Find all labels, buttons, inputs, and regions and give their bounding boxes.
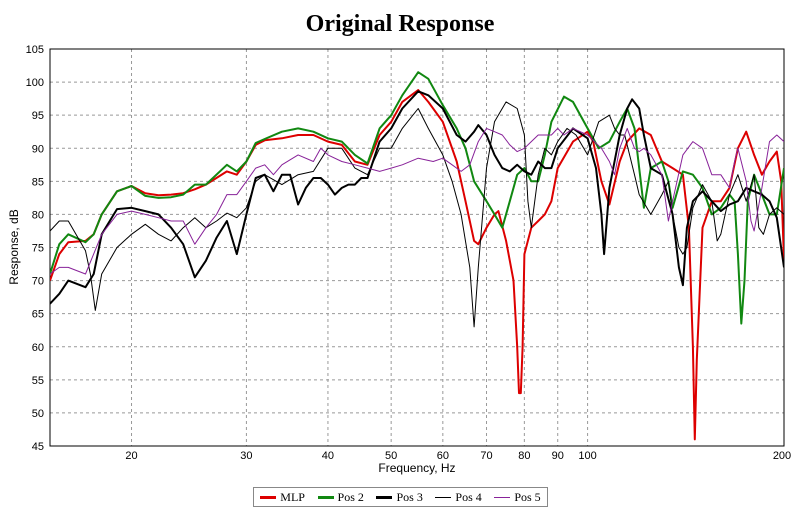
legend-swatch xyxy=(260,495,277,499)
legend-label: Pos 5 xyxy=(514,489,541,504)
legend-item: Pos 3 xyxy=(376,489,423,505)
series-group xyxy=(50,71,784,441)
y-tick-label: 80 xyxy=(32,209,44,221)
x-tick-label: 50 xyxy=(385,450,397,462)
legend-item: Pos 4 xyxy=(435,489,482,505)
x-tick-label: 90 xyxy=(552,450,564,462)
y-tick-label: 55 xyxy=(32,375,44,387)
x-tick-labels: 20 30 40 50 60 70 80 90 100 200 xyxy=(125,450,791,462)
x-tick-label: 80 xyxy=(518,450,530,462)
y-tick-label: 95 xyxy=(32,110,44,122)
y-tick-label: 65 xyxy=(32,309,44,321)
legend-swatch xyxy=(494,496,511,498)
x-tick-label: 70 xyxy=(480,450,492,462)
x-tick-label: 40 xyxy=(322,450,334,462)
y-tick-label: 70 xyxy=(32,276,44,288)
x-tick-label: 200 xyxy=(773,450,791,462)
chart-title: Original Response xyxy=(306,11,495,37)
legend-label: MLP xyxy=(280,489,305,504)
x-tick-label: 30 xyxy=(240,450,252,462)
y-axis-label: Response, dB xyxy=(7,209,21,284)
legend-item: Pos 2 xyxy=(317,489,364,505)
y-tick-label: 90 xyxy=(32,143,44,155)
y-tick-label: 50 xyxy=(32,408,44,420)
x-axis-label: Frequency, Hz xyxy=(378,461,455,475)
y-tick-label: 45 xyxy=(32,441,44,453)
legend-label: Pos 2 xyxy=(337,489,364,504)
y-tick-label: 100 xyxy=(26,77,44,89)
legend-label: Pos 3 xyxy=(396,489,423,504)
legend-swatch xyxy=(376,495,393,499)
legend-swatch xyxy=(435,496,452,498)
x-tick-label: 100 xyxy=(578,450,596,462)
y-tick-labels: 45 50 55 60 65 70 75 80 85 90 95 100 105 xyxy=(26,44,44,453)
y-tick-label: 105 xyxy=(26,44,44,56)
x-tick-label: 20 xyxy=(125,450,137,462)
y-tick-label: 75 xyxy=(32,243,44,255)
legend-item: MLP xyxy=(260,490,305,505)
legend-item: Pos 5 xyxy=(494,489,541,505)
legend-swatch xyxy=(317,495,334,499)
series-line-pos-3 xyxy=(50,90,784,305)
y-tick-label: 85 xyxy=(32,176,44,188)
legend-label: Pos 4 xyxy=(455,489,482,504)
series-line-pos-2 xyxy=(50,71,784,325)
series-line-pos-4 xyxy=(50,101,784,328)
grid xyxy=(50,49,784,446)
series-line-mlp xyxy=(50,89,784,441)
x-tick-label: 60 xyxy=(437,450,449,462)
series-line-pos-5 xyxy=(50,127,784,275)
legend: MLP Pos 2 Pos 3 Pos 4 Pos 5 xyxy=(253,487,548,507)
y-tick-label: 60 xyxy=(32,342,44,354)
